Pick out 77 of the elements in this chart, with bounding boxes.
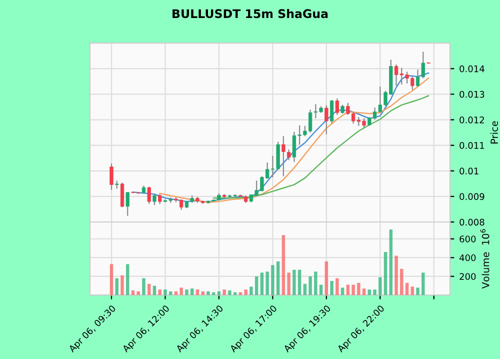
y-tick-label: 0.01	[460, 168, 478, 174]
bar	[164, 289, 167, 296]
bar	[314, 272, 318, 296]
candlestick	[110, 162, 114, 190]
bar	[357, 282, 360, 296]
bar	[147, 284, 151, 296]
candlestick	[330, 100, 334, 124]
bar	[222, 289, 226, 296]
bar	[405, 282, 409, 296]
candlestick	[147, 186, 151, 204]
y-axis-title: Volume 10$^{6}$	[480, 229, 490, 289]
bar	[298, 270, 302, 296]
bar	[319, 284, 323, 296]
bar	[362, 288, 366, 296]
bar	[244, 289, 248, 296]
bar	[292, 270, 296, 296]
bar	[142, 278, 146, 296]
bar	[422, 272, 425, 296]
bar	[308, 276, 312, 296]
bar	[336, 278, 339, 296]
bar	[340, 288, 344, 296]
bar	[185, 289, 188, 296]
bar	[254, 276, 258, 296]
bar	[378, 277, 382, 296]
bar	[266, 272, 269, 296]
y-tick-label: 0.012	[460, 116, 484, 124]
bar	[400, 268, 404, 296]
bar	[287, 272, 290, 296]
bar	[330, 281, 334, 296]
bar	[131, 290, 135, 296]
bar	[110, 264, 114, 296]
bar	[410, 286, 414, 296]
y-tick-label: 600	[460, 236, 476, 242]
y-tick-label: 200	[460, 273, 476, 280]
bar	[389, 230, 393, 296]
bar	[346, 284, 350, 296]
bar	[228, 290, 232, 296]
bar	[126, 264, 130, 296]
candlestick	[286, 148, 291, 161]
bar	[324, 261, 328, 296]
candlestick	[120, 182, 124, 208]
candlestick	[324, 104, 328, 135]
bar	[303, 284, 307, 296]
bar	[180, 288, 183, 296]
y-tick-label: 0.013	[460, 90, 484, 98]
bar	[384, 252, 388, 296]
candlestick	[282, 136, 286, 177]
candlestick	[158, 194, 162, 205]
bar	[250, 286, 253, 296]
candlestick	[126, 192, 130, 216]
bar	[271, 265, 274, 296]
bar	[115, 278, 118, 296]
bar	[282, 235, 286, 296]
y-axis-title: Price	[490, 121, 498, 144]
y-tick-label: 400	[459, 254, 476, 262]
chart-title: BULLUSDT 15m ShaGua	[172, 8, 328, 18]
bar	[416, 288, 420, 296]
bar	[136, 291, 140, 296]
y-tick-label: 0.009	[460, 193, 484, 200]
bar	[201, 291, 204, 296]
bar	[206, 291, 210, 296]
bar	[260, 272, 264, 296]
y-tick-label: 0.008	[460, 218, 484, 226]
bar	[196, 289, 200, 296]
y-tick-label: 0.011	[460, 142, 484, 149]
bar	[394, 256, 398, 296]
y-tick-label: 0.014	[460, 65, 484, 72]
bar	[152, 286, 156, 296]
bar	[373, 289, 376, 296]
bar	[352, 284, 355, 296]
bar	[190, 288, 194, 296]
candlestick	[152, 194, 156, 206]
bar	[120, 275, 124, 296]
candlestick	[335, 98, 339, 116]
bar	[158, 289, 162, 296]
bar	[276, 261, 280, 296]
bar	[368, 289, 372, 296]
